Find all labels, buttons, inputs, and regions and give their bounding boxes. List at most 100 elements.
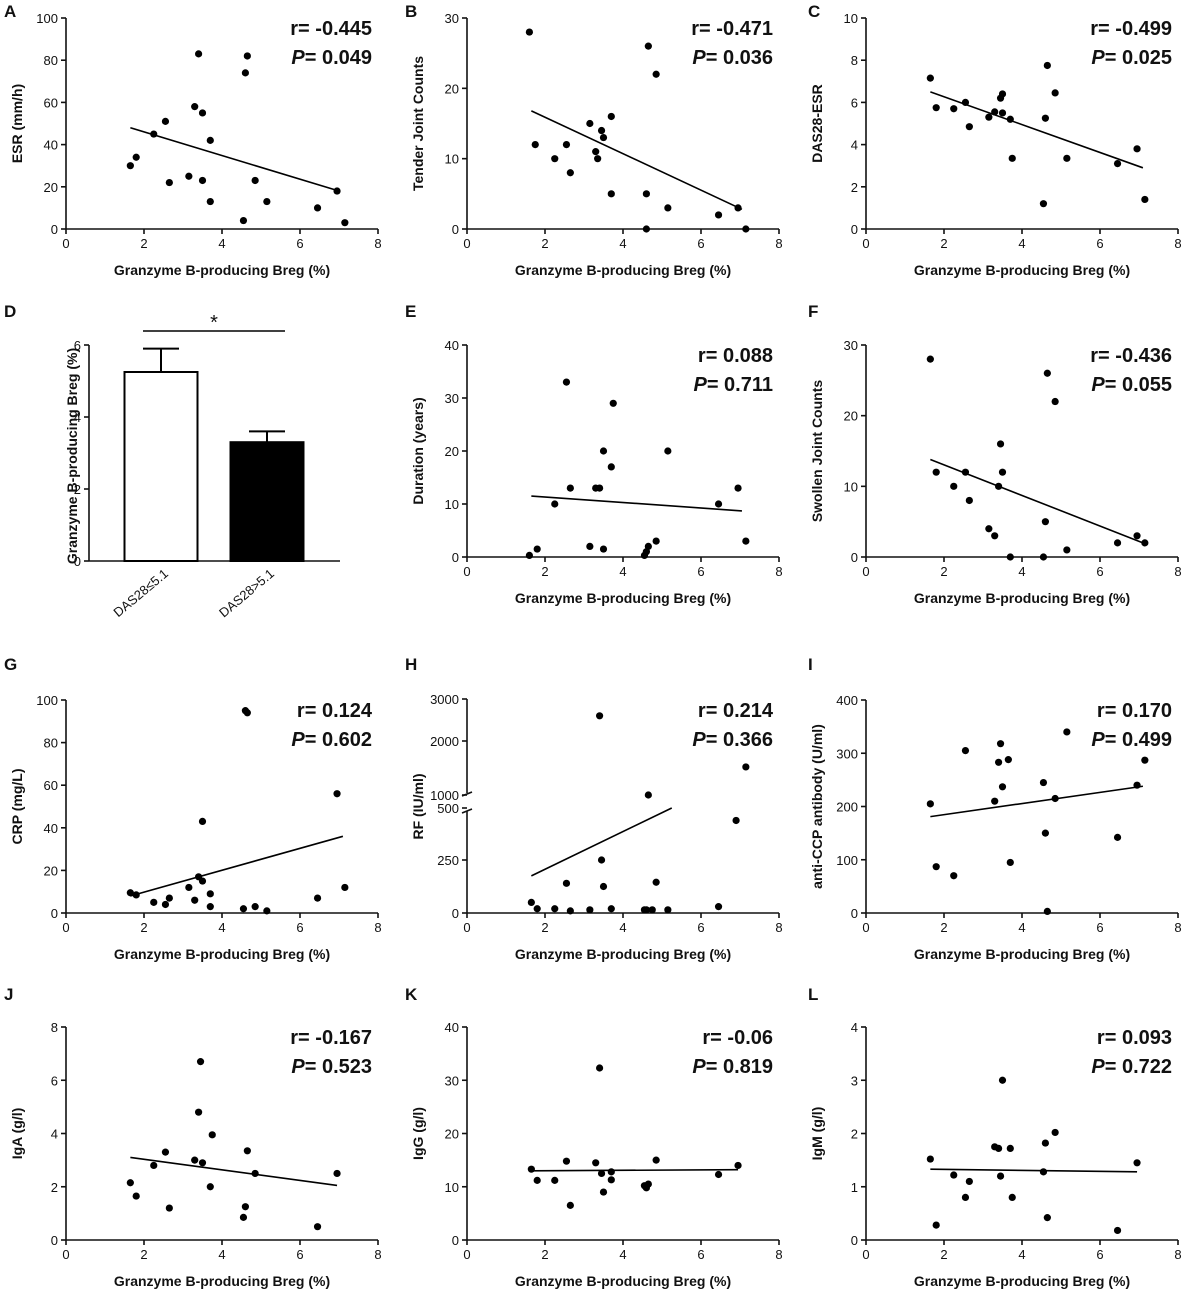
x-tick-label: 0 <box>862 1247 869 1262</box>
x-axis-title: Granzyme B-producing Breg (%) <box>515 262 731 278</box>
y-tick-label: 0 <box>851 550 858 565</box>
y-tick-label: 0 <box>51 222 58 237</box>
panel-f: F 0 2 4 6 8 0 10 20 30 Granzyme B-producing Breg (… <box>808 302 1182 606</box>
y-tick-label: 3 <box>851 1073 858 1088</box>
data-point <box>239 1213 248 1221</box>
data-point <box>732 816 740 825</box>
significance-star: * <box>210 312 218 334</box>
data-point <box>251 1169 259 1178</box>
r-value: r= -0.445 <box>290 18 372 40</box>
data-point <box>644 1180 652 1188</box>
x-axis-title: Granzyme B-producing Breg (%) <box>515 946 731 962</box>
y-tick-label: 10 <box>445 1180 459 1195</box>
x-tick-label: 0 <box>62 1247 69 1262</box>
data-point <box>594 155 602 163</box>
axes <box>61 1026 379 1245</box>
axes <box>861 1026 1179 1245</box>
data-point <box>191 103 199 111</box>
data-point <box>950 872 958 880</box>
x-axis-title: Granzyme B-producing Breg (%) <box>114 1273 330 1289</box>
data-point <box>150 898 158 906</box>
data-point <box>926 800 934 808</box>
data-point <box>126 889 134 897</box>
data-point <box>1008 154 1016 162</box>
r-value: r= -0.167 <box>290 1027 372 1049</box>
data-point <box>652 537 660 545</box>
data-point <box>607 1168 615 1176</box>
x-tick-label: 0 <box>862 564 869 579</box>
x-tick-label: 6 <box>1096 236 1103 251</box>
data-point <box>1051 794 1059 803</box>
data-point <box>714 903 723 911</box>
data-point <box>609 399 617 407</box>
data-point <box>652 1156 660 1164</box>
panel-letter: L <box>808 985 818 1004</box>
data-point <box>1043 369 1051 377</box>
data-point <box>562 141 571 149</box>
panel-b: B 0 2 4 6 8 0 10 20 30 Granzyme B-producing Breg (… <box>405 2 783 278</box>
data-point <box>313 894 322 902</box>
x-tick-label: 8 <box>1174 236 1181 251</box>
data-point <box>714 1170 723 1179</box>
panel-letter: K <box>405 985 418 1004</box>
p-value: P= 0.523 <box>291 1056 372 1078</box>
data-point <box>586 542 594 551</box>
panel-letter: E <box>405 302 416 321</box>
data-point <box>566 484 574 492</box>
data-point <box>642 190 651 198</box>
panel-letter: J <box>4 985 13 1004</box>
panel-k: K 0 2 4 6 8 0 10 20 30 40 Granzyme B-producing Breg… <box>405 985 783 1289</box>
axes <box>461 698 780 918</box>
x-tick-label: 6 <box>1096 920 1103 935</box>
x-tick-label: 2 <box>140 236 147 251</box>
x-tick-label: 2 <box>541 236 548 251</box>
data-point <box>239 905 248 913</box>
axes <box>861 344 1179 562</box>
data-point <box>965 123 973 131</box>
x-tick-label: 0 <box>862 920 869 935</box>
p-symbol: P <box>1091 374 1105 396</box>
y-tick-label: 6 <box>851 95 858 110</box>
data-point <box>599 882 608 891</box>
y-tick-label: 40 <box>44 138 58 153</box>
p-symbol: P <box>1091 1056 1105 1078</box>
axes <box>61 17 379 234</box>
x-tick-label: 2 <box>140 1247 147 1262</box>
x-tick-label: 4 <box>218 920 225 935</box>
data-point <box>596 1064 604 1072</box>
data-point <box>566 907 574 915</box>
x-tick-label: 8 <box>775 564 782 579</box>
r-value: r= -0.436 <box>1090 345 1172 367</box>
panel-letter: F <box>808 302 818 321</box>
p-value: P= 0.819 <box>692 1056 773 1078</box>
y-tick-label: 6 <box>74 338 81 353</box>
r-value: r= -0.499 <box>1090 18 1172 40</box>
data-point <box>961 468 970 476</box>
data-point <box>165 1204 173 1212</box>
x-axis-title: Granzyme B-producing Breg (%) <box>515 1273 731 1289</box>
y-tick-label: 6 <box>51 1073 58 1088</box>
p-value: P= 0.025 <box>1091 47 1172 69</box>
y-axis-title: RF (IU/ml) <box>410 773 426 839</box>
p-number: = 0.366 <box>706 729 773 751</box>
data-point <box>126 1179 134 1187</box>
regression-line <box>531 495 743 512</box>
data-point <box>926 74 934 82</box>
r-value: r= -0.471 <box>691 18 773 40</box>
x-tick-label: 0 <box>463 920 470 935</box>
data-point <box>1039 200 1048 208</box>
data-point <box>1133 781 1141 789</box>
y-tick-label: 30 <box>445 11 459 26</box>
y-tick-label: 8 <box>851 53 858 68</box>
data-point <box>714 211 723 219</box>
x-tick-label: 4 <box>1018 920 1025 935</box>
data-point <box>995 482 1003 490</box>
data-point <box>1113 1226 1122 1235</box>
axes <box>61 699 379 918</box>
p-number: = 0.602 <box>305 729 372 751</box>
y-tick-label: 4 <box>51 1127 58 1142</box>
data-point <box>241 1203 249 1211</box>
regression-line <box>130 1156 338 1187</box>
regression-line <box>531 110 743 211</box>
y-tick-label: 80 <box>44 53 58 68</box>
